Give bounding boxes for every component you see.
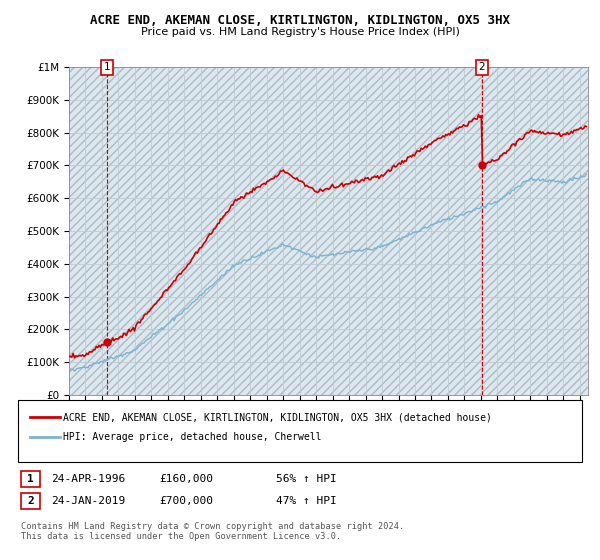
Text: 24-APR-1996: 24-APR-1996 (51, 474, 125, 484)
Text: 2: 2 (479, 62, 485, 72)
Text: HPI: Average price, detached house, Cherwell: HPI: Average price, detached house, Cher… (63, 432, 322, 442)
Text: Contains HM Land Registry data © Crown copyright and database right 2024.
This d: Contains HM Land Registry data © Crown c… (21, 522, 404, 542)
Text: £160,000: £160,000 (159, 474, 213, 484)
Text: 56% ↑ HPI: 56% ↑ HPI (276, 474, 337, 484)
Text: £700,000: £700,000 (159, 496, 213, 506)
Text: 24-JAN-2019: 24-JAN-2019 (51, 496, 125, 506)
Text: 1: 1 (104, 62, 110, 72)
Text: 47% ↑ HPI: 47% ↑ HPI (276, 496, 337, 506)
Text: ACRE END, AKEMAN CLOSE, KIRTLINGTON, KIDLINGTON, OX5 3HX: ACRE END, AKEMAN CLOSE, KIRTLINGTON, KID… (90, 14, 510, 27)
Text: ACRE END, AKEMAN CLOSE, KIRTLINGTON, KIDLINGTON, OX5 3HX (detached house): ACRE END, AKEMAN CLOSE, KIRTLINGTON, KID… (63, 412, 492, 422)
Text: Price paid vs. HM Land Registry's House Price Index (HPI): Price paid vs. HM Land Registry's House … (140, 27, 460, 37)
Text: 1: 1 (27, 474, 34, 484)
Text: 2: 2 (27, 496, 34, 506)
